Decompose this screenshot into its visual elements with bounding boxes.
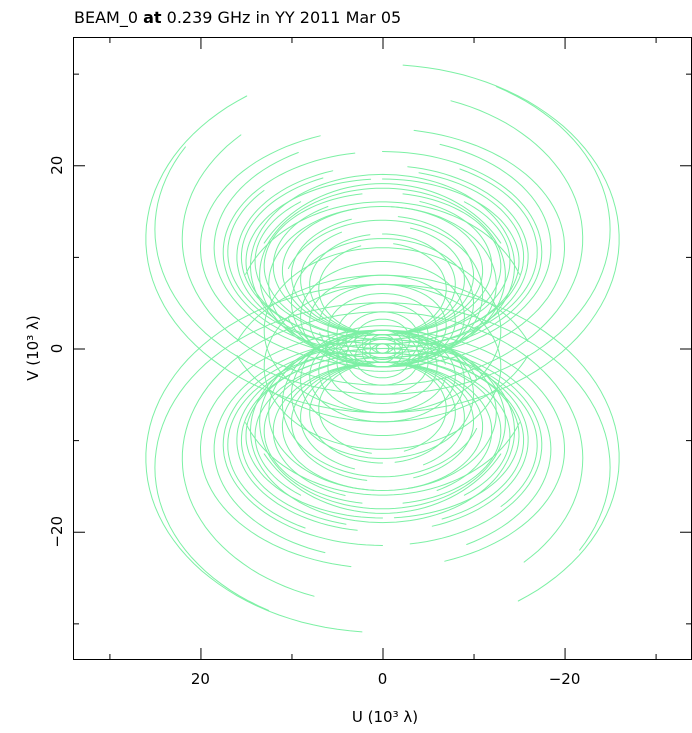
uv-track-30 xyxy=(362,329,403,359)
uv-track-10 xyxy=(254,201,511,340)
uv-track-conjugate-0 xyxy=(145,283,620,633)
y-axis-label: V (10³ λ) xyxy=(24,315,42,380)
uv-track-conjugate-1 xyxy=(154,302,611,611)
uv-track-conjugate-10 xyxy=(254,357,511,496)
uv-track-35 xyxy=(263,183,502,244)
uv-track-conjugate-30 xyxy=(362,338,403,368)
uv-track-33 xyxy=(245,201,520,275)
chart-title: BEAM_0 at 0.239 GHz in YY 2011 Mar 05 xyxy=(74,8,401,28)
uv-track-conjugate-33 xyxy=(245,422,520,496)
uv-track-23 xyxy=(300,261,465,372)
uv-track-17 xyxy=(318,243,447,336)
uv-track-1 xyxy=(154,86,611,395)
uv-track-0 xyxy=(145,64,620,414)
uv-track-5 xyxy=(222,151,543,354)
uv-track-conjugate-27 xyxy=(336,329,429,395)
uv-track-31 xyxy=(369,334,396,354)
uv-track-2 xyxy=(181,100,584,386)
uv-track-conjugate-29 xyxy=(354,337,411,379)
uv-track-3 xyxy=(199,129,566,368)
uv-track-26 xyxy=(327,292,438,368)
uv-track-conjugate-25 xyxy=(318,329,446,414)
uv-track-conjugate-3 xyxy=(199,329,566,568)
uv-track-conjugate-23 xyxy=(300,325,465,436)
uv-track-conjugate-7 xyxy=(236,347,529,531)
uv-tracks xyxy=(145,64,620,633)
uv-track-25 xyxy=(319,283,447,368)
x-tick-label: −20 xyxy=(549,670,581,688)
tick-labels: 20 0 −20 20 0 −20 xyxy=(48,156,580,688)
uv-track-27 xyxy=(336,302,429,368)
y-tick-label: 20 xyxy=(48,156,66,175)
uv-track-conjugate-17 xyxy=(318,361,447,454)
uv-track-36 xyxy=(263,247,502,414)
uv-track-20 xyxy=(268,205,497,363)
uv-track-9 xyxy=(245,178,520,345)
uv-track-conjugate-32 xyxy=(375,343,390,354)
uv-track-conjugate-36 xyxy=(263,283,502,450)
axis-ticks xyxy=(73,37,692,660)
uv-track-conjugate-2 xyxy=(181,311,584,597)
uv-track-conjugate-9 xyxy=(245,352,520,519)
uv-track-34 xyxy=(236,355,529,423)
uv-track-conjugate-20 xyxy=(268,334,497,492)
chart-title-bold: at xyxy=(143,8,162,27)
uv-track-conjugate-31 xyxy=(369,343,396,363)
uv-track-conjugate-28 xyxy=(345,329,420,386)
y-tick-label: −20 xyxy=(48,516,66,548)
uv-track-conjugate-11 xyxy=(263,357,502,504)
chart-title-suffix: 0.239 GHz in YY 2011 Mar 05 xyxy=(162,8,402,27)
x-axis-label: U (10³ λ) xyxy=(352,708,418,726)
uv-track-11 xyxy=(263,193,502,340)
x-tick-label: 20 xyxy=(191,670,210,688)
chart-title-prefix: BEAM_0 xyxy=(74,8,143,28)
uv-track-conjugate-5 xyxy=(222,343,543,546)
uv-track-29 xyxy=(354,318,411,360)
uv-track-conjugate-26 xyxy=(327,329,438,405)
x-tick-label: 0 xyxy=(378,670,388,688)
uv-track-conjugate-35 xyxy=(263,453,502,514)
uv-track-28 xyxy=(345,311,420,368)
y-tick-label: 0 xyxy=(48,344,66,354)
uv-track-conjugate-34 xyxy=(236,274,529,342)
uv-track-7 xyxy=(236,166,529,350)
